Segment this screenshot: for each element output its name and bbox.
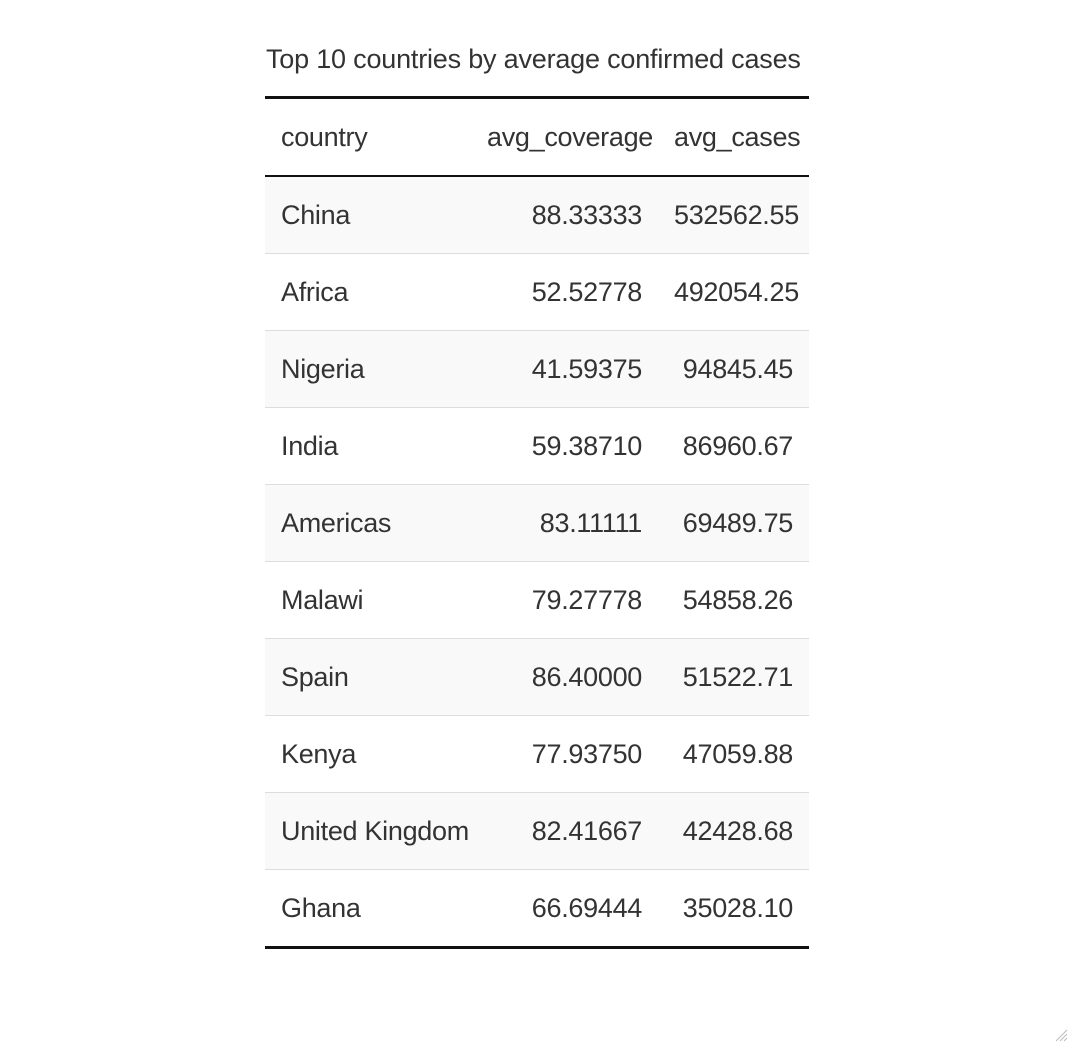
- table-body: China 88.33333 532562.55 Africa 52.52778…: [265, 176, 809, 948]
- table-row: India 59.38710 86960.67: [265, 407, 809, 485]
- resize-grip-glyph: [1055, 1029, 1068, 1042]
- cell-country: United Kingdom: [265, 792, 471, 870]
- table-row: Nigeria 41.59375 94845.45: [265, 330, 809, 408]
- table-row: Spain 86.40000 51522.71: [265, 638, 809, 716]
- cell-avg-coverage: 66.69444: [471, 869, 658, 948]
- table-row: China 88.33333 532562.55: [265, 176, 809, 254]
- cell-country: China: [265, 176, 471, 254]
- table-row: Kenya 77.93750 47059.88: [265, 715, 809, 793]
- cell-country: Malawi: [265, 561, 471, 639]
- table-row: Ghana 66.69444 35028.10: [265, 869, 809, 948]
- cell-avg-coverage: 77.93750: [471, 715, 658, 793]
- data-table-container: Top 10 countries by average confirmed ca…: [265, 40, 809, 949]
- table-header: country avg_coverage avg_cases: [265, 97, 809, 177]
- data-table: country avg_coverage avg_cases China 88.…: [265, 96, 809, 949]
- cell-avg-cases: 54858.26: [658, 561, 809, 639]
- cell-country: Kenya: [265, 715, 471, 793]
- cell-avg-coverage: 41.59375: [471, 330, 658, 408]
- column-header-avg-cases: avg_cases: [658, 97, 809, 177]
- cell-country: India: [265, 407, 471, 485]
- cell-avg-cases: 492054.25: [658, 253, 809, 331]
- header-row: country avg_coverage avg_cases: [265, 97, 809, 177]
- cell-avg-cases: 42428.68: [658, 792, 809, 870]
- resize-grip-icon[interactable]: [1054, 1028, 1068, 1042]
- table-row: Malawi 79.27778 54858.26: [265, 561, 809, 639]
- column-header-country: country: [265, 97, 471, 177]
- cell-country: Nigeria: [265, 330, 471, 408]
- cell-avg-coverage: 52.52778: [471, 253, 658, 331]
- cell-avg-coverage: 86.40000: [471, 638, 658, 716]
- table-caption: Top 10 countries by average confirmed ca…: [266, 44, 801, 74]
- cell-avg-cases: 532562.55: [658, 176, 809, 254]
- cell-avg-cases: 69489.75: [658, 484, 809, 562]
- cell-avg-coverage: 83.11111: [471, 484, 658, 562]
- cell-avg-coverage: 82.41667: [471, 792, 658, 870]
- table-row: Americas 83.11111 69489.75: [265, 484, 809, 562]
- cell-avg-coverage: 59.38710: [471, 407, 658, 485]
- column-header-avg-coverage: avg_coverage: [471, 97, 658, 177]
- cell-avg-coverage: 79.27778: [471, 561, 658, 639]
- cell-country: Africa: [265, 253, 471, 331]
- cell-avg-cases: 86960.67: [658, 407, 809, 485]
- cell-avg-coverage: 88.33333: [471, 176, 658, 254]
- cell-avg-cases: 51522.71: [658, 638, 809, 716]
- cell-country: Americas: [265, 484, 471, 562]
- cell-avg-cases: 47059.88: [658, 715, 809, 793]
- cell-country: Ghana: [265, 869, 471, 948]
- table-row: United Kingdom 82.41667 42428.68: [265, 792, 809, 870]
- cell-country: Spain: [265, 638, 471, 716]
- cell-avg-cases: 35028.10: [658, 869, 809, 948]
- cell-avg-cases: 94845.45: [658, 330, 809, 408]
- table-row: Africa 52.52778 492054.25: [265, 253, 809, 331]
